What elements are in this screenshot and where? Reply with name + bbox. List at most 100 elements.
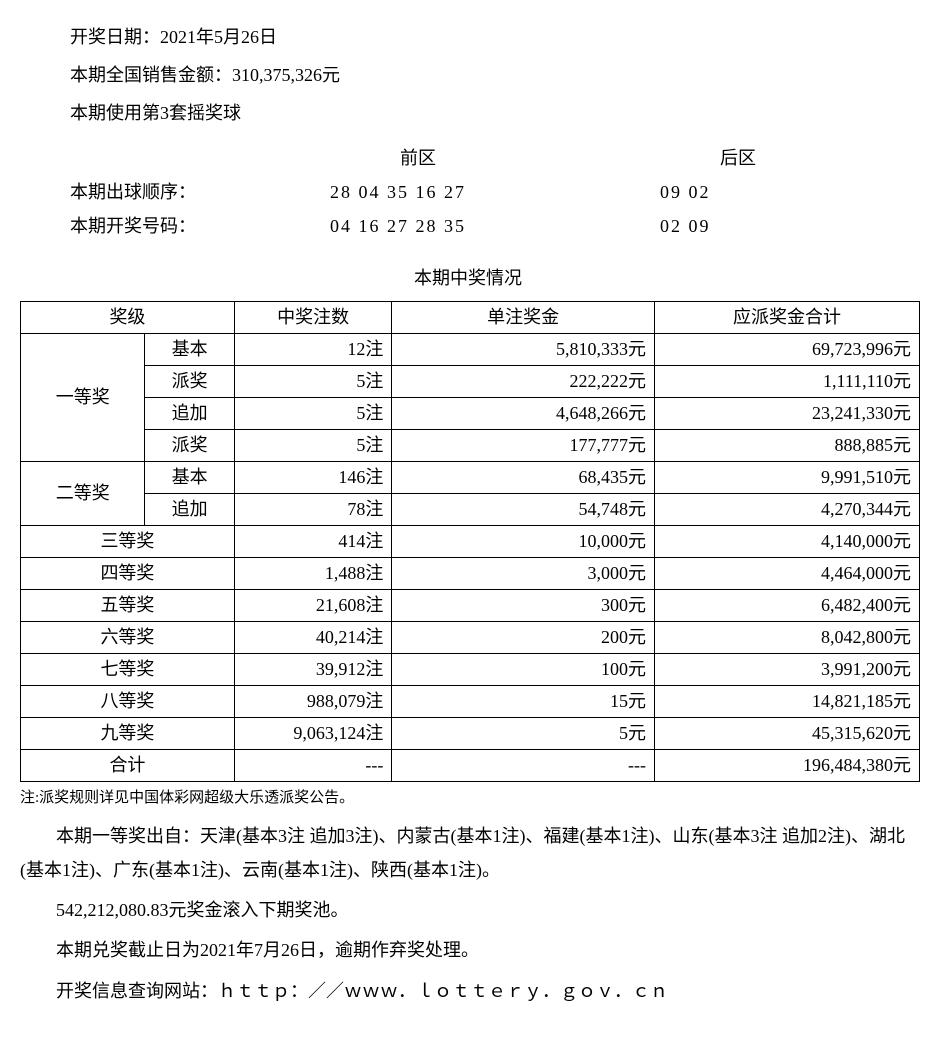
cell-unit: 3,000元 bbox=[392, 558, 655, 590]
draw-order-back: 09 02 bbox=[660, 175, 711, 209]
cell-unit: 5元 bbox=[392, 718, 655, 750]
cell-unit: 100元 bbox=[392, 654, 655, 686]
draw-date-value: 2021年5月26日 bbox=[160, 27, 277, 47]
table-row: 派奖 5注 222,222元 1,111,110元 bbox=[21, 366, 920, 398]
cell-total: 196,484,380元 bbox=[655, 750, 920, 782]
col-count: 中奖注数 bbox=[234, 302, 391, 334]
sales-value: 310,375,326元 bbox=[232, 65, 340, 85]
table-row: 一等奖 基本 12注 5,810,333元 69,723,996元 bbox=[21, 334, 920, 366]
tier-label: 六等奖 bbox=[21, 622, 235, 654]
winning-back: 02 09 bbox=[660, 209, 711, 243]
winners-para: 本期一等奖出自：天津(基本3注 追加3注)、内蒙古(基本1注)、福建(基本1注)… bbox=[20, 819, 916, 887]
front-area-label: 前区 bbox=[330, 141, 660, 175]
col-total: 应派奖金合计 bbox=[655, 302, 920, 334]
table-total-row: 合计 --- --- 196,484,380元 bbox=[21, 750, 920, 782]
back-area-label: 后区 bbox=[660, 141, 756, 175]
cell-unit: 54,748元 bbox=[392, 494, 655, 526]
tier-label: 七等奖 bbox=[21, 654, 235, 686]
cell-count: --- bbox=[234, 750, 391, 782]
cell-count: 12注 bbox=[234, 334, 391, 366]
cell-total: 1,111,110元 bbox=[655, 366, 920, 398]
cell-count: 9,063,124注 bbox=[234, 718, 391, 750]
table-title: 本期中奖情况 bbox=[20, 261, 916, 295]
winning-row: 本期开奖号码： 04 16 27 28 35 02 09 bbox=[70, 209, 916, 243]
tier-label: 八等奖 bbox=[21, 686, 235, 718]
cell-unit: 10,000元 bbox=[392, 526, 655, 558]
cell-count: 988,079注 bbox=[234, 686, 391, 718]
cell-count: 146注 bbox=[234, 462, 391, 494]
cell-count: 1,488注 bbox=[234, 558, 391, 590]
cell-count: 40,214注 bbox=[234, 622, 391, 654]
footnote: 注:派奖规则详见中国体彩网超级大乐透派奖公告。 bbox=[20, 784, 916, 813]
cell-count: 78注 bbox=[234, 494, 391, 526]
draw-date-line: 开奖日期：2021年5月26日 bbox=[70, 20, 916, 54]
cell-count: 5注 bbox=[234, 430, 391, 462]
cell-unit: 177,777元 bbox=[392, 430, 655, 462]
draw-order-row: 本期出球顺序： 28 04 35 16 27 09 02 bbox=[70, 175, 916, 209]
cell-count: 5注 bbox=[234, 366, 391, 398]
numbers-header: 前区 后区 bbox=[70, 141, 916, 175]
table-row: 八等奖988,079注15元14,821,185元 bbox=[21, 686, 920, 718]
cell-count: 39,912注 bbox=[234, 654, 391, 686]
sales-label: 本期全国销售金额： bbox=[70, 65, 232, 85]
cell-unit: 200元 bbox=[392, 622, 655, 654]
cell-total: 888,885元 bbox=[655, 430, 920, 462]
draw-date-label: 开奖日期： bbox=[70, 27, 160, 47]
cell-count: 5注 bbox=[234, 398, 391, 430]
cell-unit: 4,648,266元 bbox=[392, 398, 655, 430]
deadline-para: 本期兑奖截止日为2021年7月26日，逾期作弃奖处理。 bbox=[20, 933, 916, 967]
cell-total: 4,464,000元 bbox=[655, 558, 920, 590]
table-row: 二等奖 基本 146注 68,435元 9,991,510元 bbox=[21, 462, 920, 494]
cell-total: 9,991,510元 bbox=[655, 462, 920, 494]
table-row: 追加 5注 4,648,266元 23,241,330元 bbox=[21, 398, 920, 430]
cell-total: 8,042,800元 bbox=[655, 622, 920, 654]
table-row: 三等奖414注10,000元4,140,000元 bbox=[21, 526, 920, 558]
ballset-line: 本期使用第3套摇奖球 bbox=[70, 96, 916, 130]
tier-label: 三等奖 bbox=[21, 526, 235, 558]
cell-unit: 300元 bbox=[392, 590, 655, 622]
cell-unit: 222,222元 bbox=[392, 366, 655, 398]
cell-unit: 15元 bbox=[392, 686, 655, 718]
draw-order-label: 本期出球顺序： bbox=[70, 175, 330, 209]
table-row: 六等奖40,214注200元8,042,800元 bbox=[21, 622, 920, 654]
cell-unit: 5,810,333元 bbox=[392, 334, 655, 366]
website-para: 开奖信息查询网站：ｈｔｔｐ：／／ｗｗｗ．ｌｏｔｔｅｒｙ．ｇｏｖ．ｃｎ bbox=[20, 974, 916, 1008]
winning-label: 本期开奖号码： bbox=[70, 209, 330, 243]
tier2-sub: 追加 bbox=[145, 494, 234, 526]
cell-total: 4,140,000元 bbox=[655, 526, 920, 558]
col-tier: 奖级 bbox=[21, 302, 235, 334]
cell-total: 69,723,996元 bbox=[655, 334, 920, 366]
cell-total: 3,991,200元 bbox=[655, 654, 920, 686]
col-unit: 单注奖金 bbox=[392, 302, 655, 334]
cell-unit: 68,435元 bbox=[392, 462, 655, 494]
total-label: 合计 bbox=[21, 750, 235, 782]
tier1-sub: 派奖 bbox=[145, 366, 234, 398]
tier2-label: 二等奖 bbox=[21, 462, 145, 526]
winning-front: 04 16 27 28 35 bbox=[330, 209, 660, 243]
table-row: 追加 78注 54,748元 4,270,344元 bbox=[21, 494, 920, 526]
cell-total: 14,821,185元 bbox=[655, 686, 920, 718]
table-header-row: 奖级 中奖注数 单注奖金 应派奖金合计 bbox=[21, 302, 920, 334]
cell-count: 414注 bbox=[234, 526, 391, 558]
table-row: 四等奖1,488注3,000元4,464,000元 bbox=[21, 558, 920, 590]
cell-total: 6,482,400元 bbox=[655, 590, 920, 622]
tier2-sub: 基本 bbox=[145, 462, 234, 494]
table-row: 五等奖21,608注300元6,482,400元 bbox=[21, 590, 920, 622]
tier1-sub: 派奖 bbox=[145, 430, 234, 462]
tier1-sub: 基本 bbox=[145, 334, 234, 366]
tier1-sub: 追加 bbox=[145, 398, 234, 430]
cell-unit: --- bbox=[392, 750, 655, 782]
tier-label: 五等奖 bbox=[21, 590, 235, 622]
cell-count: 21,608注 bbox=[234, 590, 391, 622]
cell-total: 23,241,330元 bbox=[655, 398, 920, 430]
cell-total: 45,315,620元 bbox=[655, 718, 920, 750]
cell-total: 4,270,344元 bbox=[655, 494, 920, 526]
tier-label: 四等奖 bbox=[21, 558, 235, 590]
table-row: 七等奖39,912注100元3,991,200元 bbox=[21, 654, 920, 686]
table-row: 派奖 5注 177,777元 888,885元 bbox=[21, 430, 920, 462]
draw-order-front: 28 04 35 16 27 bbox=[330, 175, 660, 209]
tier-label: 九等奖 bbox=[21, 718, 235, 750]
sales-line: 本期全国销售金额：310,375,326元 bbox=[70, 58, 916, 92]
prize-table: 奖级 中奖注数 单注奖金 应派奖金合计 一等奖 基本 12注 5,810,333… bbox=[20, 301, 920, 782]
table-row: 九等奖9,063,124注5元45,315,620元 bbox=[21, 718, 920, 750]
